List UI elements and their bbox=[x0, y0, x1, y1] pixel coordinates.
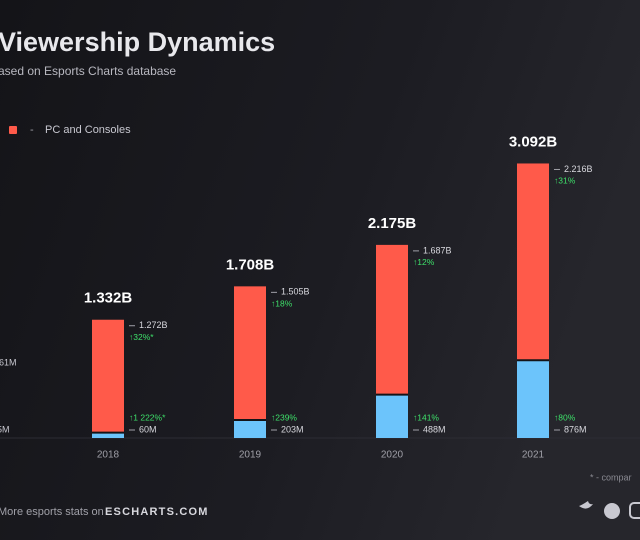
value-label: 1.505B bbox=[281, 287, 310, 297]
growth-label: ↑12% bbox=[413, 257, 435, 267]
instagram-icon[interactable] bbox=[629, 502, 640, 519]
chart-subtitle: ased on Esports Charts database bbox=[0, 64, 176, 78]
bar-segment bbox=[92, 319, 124, 433]
footer-text: More esports stats on bbox=[0, 506, 104, 518]
growth-label: ↑18% bbox=[271, 299, 293, 309]
growth-label: ↑31% bbox=[554, 176, 576, 186]
total-label: 3.092B bbox=[509, 133, 558, 150]
bar-segment bbox=[517, 360, 549, 438]
edge-label: 5M bbox=[0, 424, 10, 434]
x-tick-label: 2020 bbox=[381, 450, 404, 461]
value-label: 1.687B bbox=[423, 245, 452, 255]
total-label: 1.708B bbox=[226, 256, 275, 273]
bar-segment bbox=[234, 419, 266, 438]
legend-swatch bbox=[9, 126, 17, 134]
value-label: 488M bbox=[423, 424, 446, 434]
legend-dash: - bbox=[30, 124, 34, 136]
value-label: 2.216B bbox=[564, 164, 593, 174]
value-label: 203M bbox=[281, 424, 304, 434]
x-tick-label: 2018 bbox=[97, 450, 120, 461]
growth-label: ↑1 222%* bbox=[129, 412, 166, 422]
bar-segment bbox=[376, 244, 408, 395]
facebook-icon[interactable] bbox=[604, 503, 620, 519]
bar-segment bbox=[517, 163, 549, 361]
value-label: 1.272B bbox=[139, 320, 168, 330]
bar-segment bbox=[92, 432, 124, 438]
footer-brand[interactable]: ESCHARTS.COM bbox=[105, 506, 209, 518]
x-tick-label: 2019 bbox=[239, 450, 262, 461]
bar-segment bbox=[376, 394, 408, 438]
total-label: 1.332B bbox=[84, 290, 133, 307]
growth-label: ↑141% bbox=[413, 412, 439, 422]
bar-segment bbox=[234, 286, 266, 420]
chart-title: Viewership Dynamics bbox=[0, 27, 275, 57]
growth-label: ↑80% bbox=[554, 412, 576, 422]
footnote: * - compar bbox=[590, 472, 632, 482]
total-label: 2.175B bbox=[368, 215, 417, 232]
twitter-icon[interactable] bbox=[579, 501, 593, 509]
x-tick-label: 2021 bbox=[522, 450, 545, 461]
growth-label: ↑32%* bbox=[129, 332, 154, 342]
legend-label: PC and Consoles bbox=[45, 124, 131, 136]
growth-label: ↑239% bbox=[271, 412, 297, 422]
value-label: 60M bbox=[139, 424, 157, 434]
value-label: 876M bbox=[564, 424, 587, 434]
edge-label: 961M bbox=[0, 357, 17, 367]
